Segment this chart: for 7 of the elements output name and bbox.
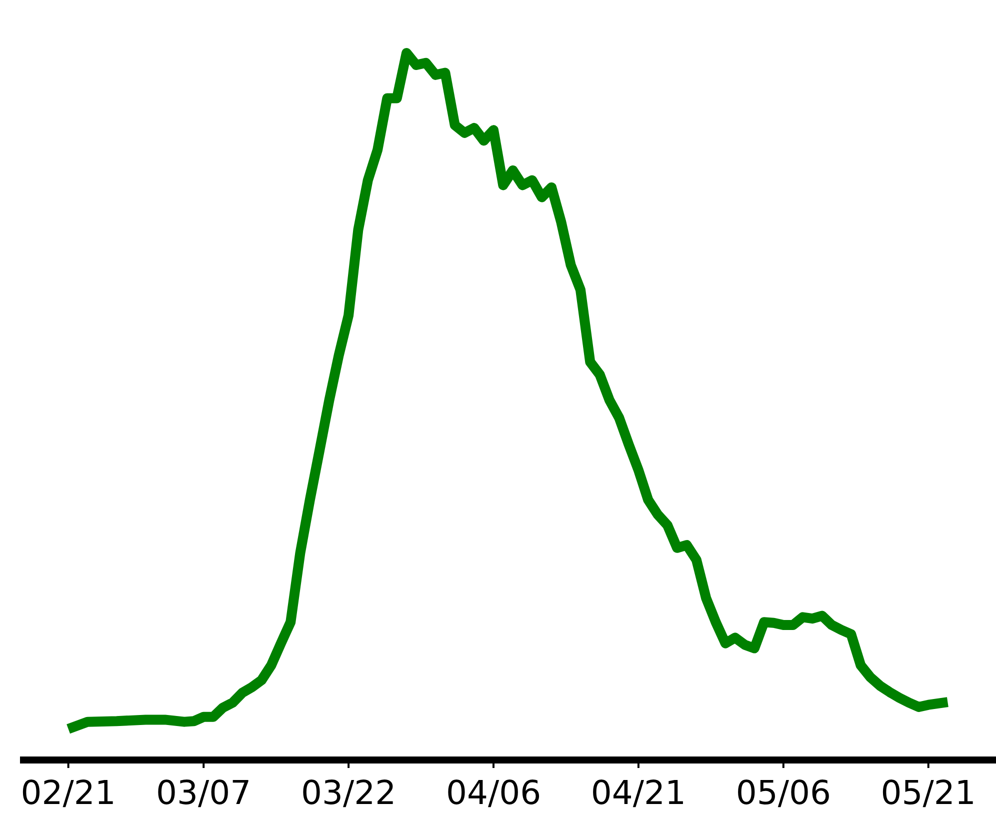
x-tick-label: 03/07	[156, 773, 252, 812]
x-tick-label: 02/21	[20, 773, 116, 812]
x-tick-label: 04/06	[446, 773, 542, 812]
x-tick-label: 05/06	[736, 773, 831, 812]
x-tick-label: 05/21	[880, 773, 976, 812]
x-tick-label: 04/21	[590, 773, 686, 812]
x-tick-label: 03/22	[301, 773, 396, 812]
